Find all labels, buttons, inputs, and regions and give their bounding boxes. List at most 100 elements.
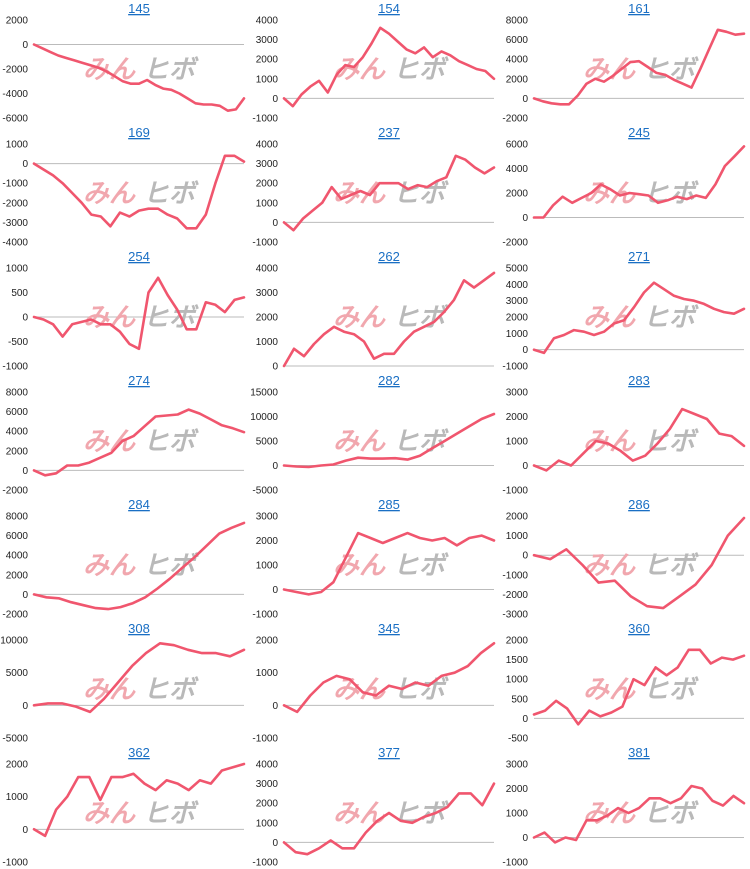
watermark-logo: みん ヒボ xyxy=(583,798,699,828)
chart-panel: 360 2000 1500 1000 500 0 -500 みん ヒボ xyxy=(500,620,750,745)
watermark-part1: みん xyxy=(83,674,136,704)
y-tick-label: 0 xyxy=(272,585,278,596)
y-tick-label: 0 xyxy=(22,701,28,712)
y-tick-label: 0 xyxy=(522,94,528,105)
chart-title[interactable]: 381 xyxy=(628,745,650,760)
y-tick-label: 2000 xyxy=(506,189,529,200)
y-tick-label: 2000 xyxy=(506,784,529,795)
chart-title[interactable]: 262 xyxy=(378,249,400,264)
chart-panel: 161 8000 6000 4000 2000 0 -2000 みん ヒボ xyxy=(500,0,750,125)
chart-title[interactable]: 254 xyxy=(128,249,150,264)
y-tick-label: 1000 xyxy=(256,198,279,209)
y-tick-label: 4000 xyxy=(506,55,529,66)
watermark-logo: みん ヒボ xyxy=(83,798,199,828)
chart-title[interactable]: 284 xyxy=(128,497,150,512)
chart-panel: 283 3000 2000 1000 0 -1000 みん ヒボ xyxy=(500,372,750,497)
y-tick-label: -1000 xyxy=(252,610,278,621)
chart-title[interactable]: 274 xyxy=(128,373,150,388)
series-line xyxy=(532,281,746,355)
line-chart: 169 1000 0 -1000 -2000 -3000 -4000 みん ヒボ xyxy=(2,125,246,249)
chart-panel: 284 8000 6000 4000 2000 0 -2000 みん ヒボ xyxy=(0,496,250,621)
line-chart: 282 15000 10000 5000 0 -5000 みん ヒボ xyxy=(250,373,496,497)
y-tick-label: 3000 xyxy=(256,288,279,299)
watermark-logo: みん ヒボ xyxy=(583,178,699,208)
line-chart: 262 4000 3000 2000 1000 0 みん ヒボ xyxy=(256,249,496,373)
y-tick-label: 2000 xyxy=(6,570,29,581)
chart-title[interactable]: 308 xyxy=(128,621,150,636)
watermark-part2: ヒボ xyxy=(643,426,699,456)
chart-panel: 362 2000 1000 0 -1000 みん ヒボ xyxy=(0,744,250,869)
chart-title[interactable]: 286 xyxy=(628,497,650,512)
watermark-part2: ヒボ xyxy=(143,674,199,704)
chart-title[interactable]: 285 xyxy=(378,497,400,512)
y-tick-label: 3000 xyxy=(506,296,529,307)
y-tick-label: -2000 xyxy=(2,486,28,497)
y-tick-label: 0 xyxy=(22,40,28,51)
y-tick-label: 1000 xyxy=(506,329,529,340)
watermark-part1: みん xyxy=(583,674,636,704)
watermark-logo: みん ヒボ xyxy=(583,550,699,580)
y-tick-label: 1000 xyxy=(506,437,529,448)
watermark-logo: みん ヒボ xyxy=(333,54,449,84)
y-tick-label: 0 xyxy=(522,551,528,562)
chart-title[interactable]: 245 xyxy=(628,125,650,140)
watermark-part1: みん xyxy=(83,54,136,84)
series-line xyxy=(282,154,496,232)
series-line xyxy=(532,407,746,472)
line-chart: 362 2000 1000 0 -1000 みん ヒボ xyxy=(2,745,246,869)
y-tick-label: 1000 xyxy=(506,809,529,820)
y-tick-label: 500 xyxy=(511,694,528,705)
watermark-part2: ヒボ xyxy=(393,426,449,456)
y-tick-label: 6000 xyxy=(506,140,529,151)
chart-title[interactable]: 271 xyxy=(628,249,650,264)
watermark-logo: みん ヒボ xyxy=(583,426,699,456)
watermark-part1: みん xyxy=(83,550,136,580)
y-tick-label: 2000 xyxy=(506,512,529,523)
y-tick-label: 0 xyxy=(272,461,278,472)
series-line xyxy=(32,276,246,351)
y-tick-label: 5000 xyxy=(506,264,529,275)
watermark-logo: みん ヒボ xyxy=(333,178,449,208)
y-tick-label: 2000 xyxy=(506,313,529,324)
y-tick-label: 2000 xyxy=(256,536,279,547)
series-line xyxy=(282,782,496,856)
chart-title[interactable]: 154 xyxy=(378,1,400,16)
chart-title[interactable]: 377 xyxy=(378,745,400,760)
watermark-part2: ヒボ xyxy=(643,550,699,580)
y-tick-label: -1000 xyxy=(252,238,278,249)
chart-panel: 262 4000 3000 2000 1000 0 みん ヒボ xyxy=(250,248,500,373)
chart-panel: 154 4000 3000 2000 1000 0 -1000 みん ヒボ xyxy=(250,0,500,125)
y-tick-label: -1000 xyxy=(252,734,278,745)
y-tick-label: -2000 xyxy=(502,590,528,601)
chart-title[interactable]: 362 xyxy=(128,745,150,760)
y-tick-label: 8000 xyxy=(506,16,529,27)
watermark-logo: みん ヒボ xyxy=(83,426,199,456)
series-line xyxy=(532,145,746,219)
series-line xyxy=(32,641,246,714)
y-tick-label: -1000 xyxy=(502,858,528,869)
chart-title[interactable]: 169 xyxy=(128,125,150,140)
y-tick-label: 1000 xyxy=(256,668,279,679)
series-line xyxy=(32,408,246,477)
y-tick-label: 500 xyxy=(11,288,28,299)
y-tick-label: 4000 xyxy=(6,551,29,562)
series-line xyxy=(282,641,496,714)
watermark-logo: みん ヒボ xyxy=(583,674,699,704)
chart-title[interactable]: 345 xyxy=(378,621,400,636)
chart-title[interactable]: 161 xyxy=(628,1,650,16)
y-tick-label: -1000 xyxy=(2,179,28,190)
watermark-logo: みん ヒボ xyxy=(83,54,199,84)
chart-title[interactable]: 237 xyxy=(378,125,400,140)
chart-title[interactable]: 360 xyxy=(628,621,650,636)
y-tick-label: 2000 xyxy=(6,446,29,457)
series-line xyxy=(282,271,496,368)
chart-panel: 282 15000 10000 5000 0 -5000 みん ヒボ xyxy=(250,372,500,497)
y-tick-label: -2000 xyxy=(2,198,28,209)
line-chart: 283 3000 2000 1000 0 -1000 みん ヒボ xyxy=(502,373,746,497)
chart-title[interactable]: 282 xyxy=(378,373,400,388)
y-tick-label: -4000 xyxy=(2,238,28,249)
chart-title[interactable]: 145 xyxy=(128,1,150,16)
chart-title[interactable]: 283 xyxy=(628,373,650,388)
watermark-logo: みん ヒボ xyxy=(583,302,699,332)
